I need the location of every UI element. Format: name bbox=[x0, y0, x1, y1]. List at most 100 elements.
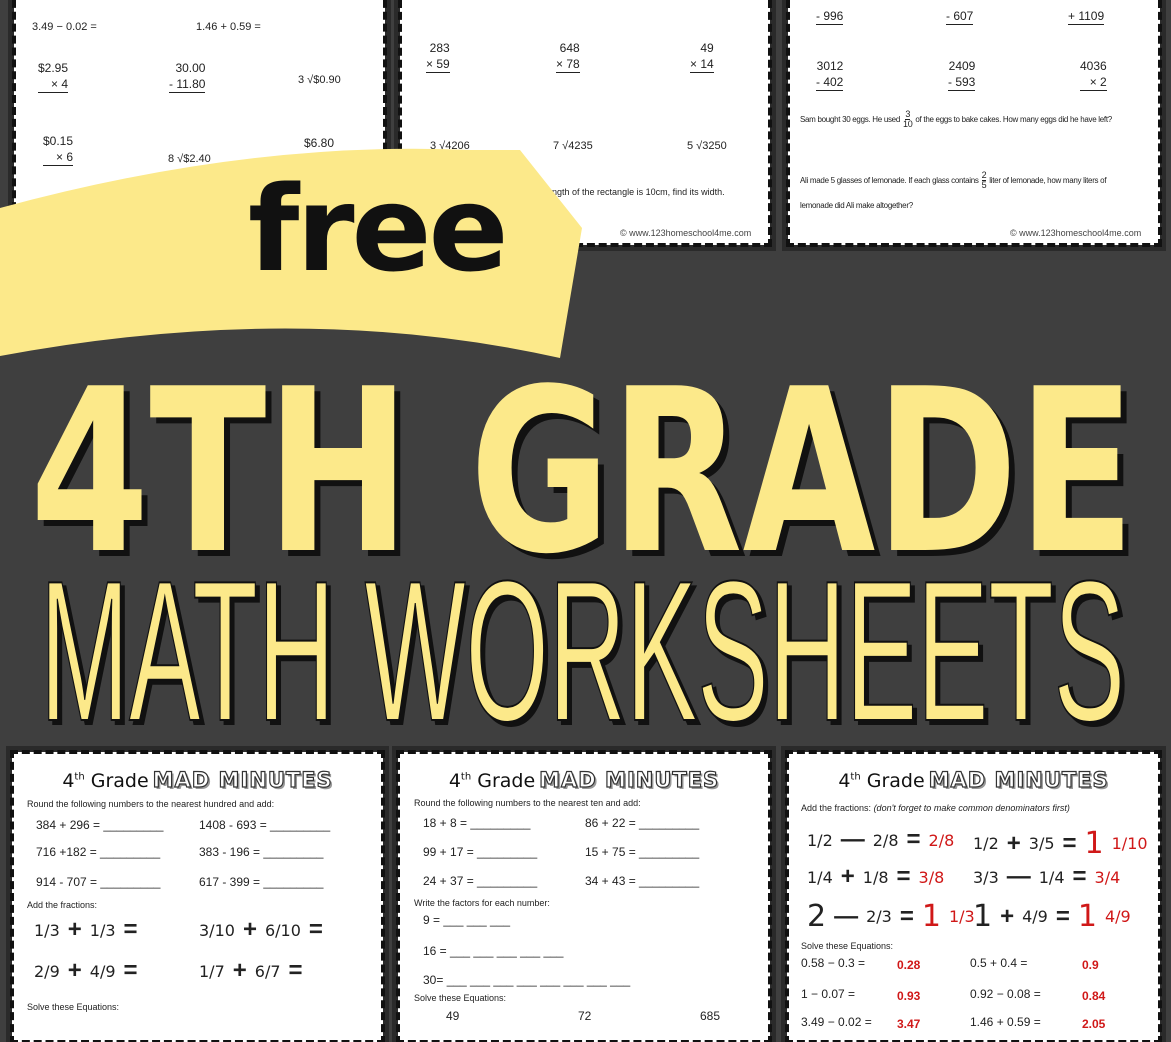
division-problem: 7 √4235 bbox=[553, 140, 593, 152]
answer: 3.47 bbox=[897, 1017, 921, 1031]
plus-sign: + bbox=[1006, 829, 1021, 857]
fraction: 3/5 bbox=[1028, 834, 1055, 853]
problem: 2409 - 593 bbox=[948, 58, 976, 91]
problem: 24 + 37 = _________ bbox=[423, 874, 538, 888]
problem: 86 + 22 = _________ bbox=[585, 816, 700, 830]
top-number: $2.95 bbox=[38, 61, 69, 75]
answer-fraction: 1/10 bbox=[1111, 834, 1148, 853]
fraction-problem: 3/10 +6/10 = bbox=[199, 916, 323, 944]
fraction: 1/7 bbox=[199, 961, 225, 981]
problem: $2.95 × 4 bbox=[38, 60, 69, 93]
fraction-problem: 2/9 +4/9 = bbox=[34, 957, 138, 985]
fraction-problem: 1/2 +3/5 = 1 1/10 bbox=[973, 826, 1148, 861]
title-line-2-wrapper: MATH WORKSHEETS bbox=[39, 565, 1126, 735]
mad-minutes-label: MAD MINUTES bbox=[152, 767, 333, 792]
problem: 34 + 43 = _________ bbox=[585, 874, 700, 888]
answer-fraction: 4/9 bbox=[1104, 907, 1131, 926]
fraction-problem: 1/7 +6/7 = bbox=[199, 957, 303, 985]
instruction: Solve these Equations: bbox=[801, 941, 894, 951]
worksheet-title: 4th Grade MAD MINUTES bbox=[787, 767, 1160, 792]
problem: 3012 - 402 bbox=[816, 58, 844, 91]
mad-minutes-label: MAD MINUTES bbox=[928, 767, 1109, 792]
fraction: 1/2 bbox=[807, 830, 833, 850]
bottom-number: - 402 bbox=[816, 75, 844, 91]
fraction: 1/3 bbox=[34, 920, 60, 940]
fraction-problem: 1/2 — 2/8 = 2/8 bbox=[807, 826, 954, 854]
top-number: 3012 bbox=[816, 59, 844, 73]
problem: $6.80 bbox=[304, 136, 335, 150]
answer-fraction: 1/3 bbox=[948, 907, 975, 926]
grade-label: 4th Grade bbox=[838, 770, 925, 792]
top-number: 2409 bbox=[948, 59, 976, 73]
equation: 0.58 − 0.3 = bbox=[801, 956, 866, 970]
answer: 0.84 bbox=[1082, 989, 1106, 1003]
fraction: 6/10 bbox=[264, 920, 301, 940]
instruction: Add the fractions: bbox=[27, 900, 98, 910]
top-number: 4036 bbox=[1080, 59, 1107, 73]
division-problem: 8 √$2.40 bbox=[168, 153, 211, 165]
answer: 0.93 bbox=[897, 989, 921, 1003]
equation: 0.5 + 0.4 = bbox=[970, 956, 1028, 970]
instruction: Solve these Equations: bbox=[27, 1002, 120, 1012]
fraction: 2/3 bbox=[866, 907, 892, 926]
fraction: 3 10 bbox=[902, 110, 913, 129]
factor-problem: 30= ___ ___ ___ ___ ___ ___ ___ ___ bbox=[423, 973, 631, 987]
fraction: 1/4 bbox=[807, 867, 833, 887]
fraction: 1/3 bbox=[89, 920, 116, 940]
fraction: 1/2 bbox=[973, 834, 999, 853]
instruction: Round the following numbers to the neare… bbox=[27, 799, 275, 809]
top-number: 648 bbox=[559, 41, 580, 55]
bottom-number: × 78 bbox=[556, 57, 580, 73]
plus-sign: + bbox=[242, 916, 257, 943]
division-problem: 5 √3250 bbox=[687, 140, 727, 152]
equals-sign: = bbox=[1055, 902, 1070, 930]
plus-sign: + bbox=[1000, 902, 1015, 930]
problem: 18 + 8 = _________ bbox=[423, 816, 531, 830]
worksheet-bottom-left: 4th Grade MAD MINUTES Round the following… bbox=[10, 750, 385, 1042]
instruction: Round the following numbers to the neare… bbox=[414, 798, 641, 808]
answer: 0.28 bbox=[897, 958, 921, 972]
minus-sign: — bbox=[834, 902, 859, 930]
title-line-1: 4TH GRADE bbox=[30, 370, 1135, 560]
minus-sign: — bbox=[1006, 863, 1031, 890]
fraction-problem: 1 +4/9 = 1 4/9 bbox=[973, 899, 1131, 934]
word-problem: Ali made 5 glasses of lemonade. If each … bbox=[800, 171, 1107, 190]
problem: - 607 bbox=[946, 9, 974, 25]
bottom-number: - 11.80 bbox=[169, 77, 206, 93]
answer: 2.05 bbox=[1082, 1017, 1106, 1031]
problem: 1.46 + 0.59 = bbox=[196, 21, 261, 33]
fraction: 3/3 bbox=[973, 867, 999, 887]
title-line-1-wrapper: 4TH GRADE bbox=[30, 370, 1135, 560]
fraction-problem: 2— 2/3 = 1 1/3 bbox=[807, 899, 975, 934]
title-line-2: MATH WORKSHEETS bbox=[40, 565, 1125, 735]
problem: $0.15 × 6 bbox=[43, 133, 74, 166]
equals-sign: = bbox=[123, 957, 138, 984]
denominator: 10 bbox=[902, 119, 913, 129]
bottom-number: × 6 bbox=[43, 149, 74, 166]
problem: 1408 - 693 = _________ bbox=[199, 818, 331, 832]
answer-fraction: 2/8 bbox=[928, 830, 955, 850]
equation: 1 − 0.07 = bbox=[801, 987, 856, 1001]
factor-problem: 9 = ___ ___ ___ bbox=[423, 913, 511, 927]
top-number: 283 bbox=[429, 41, 450, 55]
problem: 49 × 14 bbox=[690, 40, 714, 73]
banner-shape bbox=[0, 148, 582, 358]
top-number: 30.00 bbox=[175, 61, 206, 75]
plus-sign: + bbox=[840, 863, 855, 890]
fraction: 6/7 bbox=[254, 961, 281, 981]
fraction: 4/9 bbox=[89, 961, 116, 981]
whole-number: 2 bbox=[807, 899, 827, 934]
fraction-problem: 3/3 — 1/4 = 3/4 bbox=[973, 863, 1120, 891]
grade-label: 4th Grade bbox=[448, 770, 536, 792]
answer-fraction: 3/8 bbox=[918, 867, 945, 887]
answer-whole: 1 bbox=[1077, 899, 1097, 934]
equals-sign: = bbox=[899, 902, 914, 930]
plus-sign: + bbox=[67, 957, 82, 984]
worksheet-title: 4th Grade MAD MINUTES bbox=[12, 767, 383, 792]
instruction: Add the fractions: (don't forget to make… bbox=[801, 803, 1070, 813]
bottom-number: - 593 bbox=[948, 75, 976, 91]
copyright: © www.123homeschool4me.com bbox=[620, 228, 752, 238]
fraction: 2/8 bbox=[872, 830, 899, 850]
equals-sign: = bbox=[308, 916, 323, 943]
